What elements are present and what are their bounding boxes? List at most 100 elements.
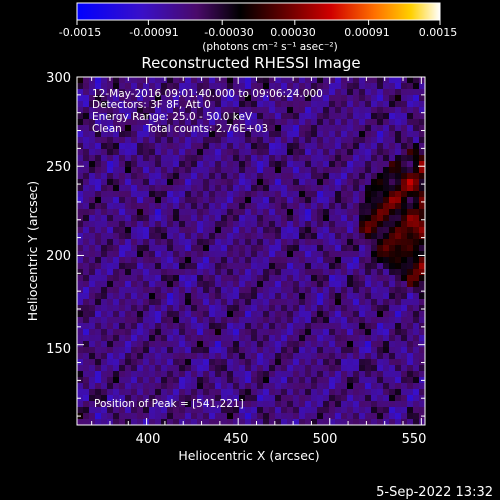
heatmap-cell: [305, 227, 312, 234]
heatmap-cell: [101, 329, 108, 336]
heatmap-cell: [197, 251, 204, 258]
heatmap-cell: [221, 317, 228, 324]
heatmap-cell: [209, 365, 216, 372]
heatmap-cell: [107, 179, 114, 186]
heatmap-cell: [137, 389, 144, 396]
heatmap-cell: [341, 149, 348, 156]
heatmap-cell: [257, 275, 264, 282]
heatmap-cell: [239, 329, 246, 336]
heatmap-cell: [263, 383, 270, 390]
heatmap-cell: [347, 353, 354, 360]
heatmap-cell: [281, 365, 288, 372]
heatmap-cell: [281, 185, 288, 192]
heatmap-cell: [89, 215, 96, 222]
heatmap-cell: [305, 95, 312, 102]
heatmap-cell: [89, 251, 96, 258]
heatmap-cell: [347, 131, 354, 138]
heatmap-cell: [407, 227, 414, 234]
heatmap-cell: [287, 383, 294, 390]
heatmap-cell: [221, 125, 228, 132]
heatmap-cell: [233, 269, 240, 276]
heatmap-cell: [359, 413, 366, 420]
heatmap-cell: [185, 203, 192, 210]
heatmap-cell: [251, 401, 258, 408]
heatmap-cell: [269, 209, 276, 216]
heatmap-cell: [143, 275, 150, 282]
heatmap-cell: [203, 269, 210, 276]
heatmap-cell: [149, 221, 156, 228]
heatmap-cell: [371, 317, 378, 324]
heatmap-cell: [215, 125, 222, 132]
heatmap-cell: [413, 77, 420, 84]
heatmap-cell: [395, 251, 402, 258]
heatmap-cell: [239, 185, 246, 192]
heatmap-cell: [149, 395, 156, 402]
heatmap-cell: [137, 311, 144, 318]
heatmap-cell: [149, 305, 156, 312]
heatmap-cell: [335, 167, 342, 174]
heatmap-cell: [101, 89, 108, 96]
heatmap-cell: [173, 257, 180, 264]
heatmap-cell: [341, 137, 348, 144]
heatmap-cell: [305, 131, 312, 138]
heatmap-cell: [173, 311, 180, 318]
heatmap-cell: [329, 197, 336, 204]
heatmap-cell: [227, 221, 234, 228]
heatmap-cell: [335, 227, 342, 234]
heatmap-cell: [413, 197, 420, 204]
heatmap-cell: [329, 239, 336, 246]
heatmap-cell: [293, 209, 300, 216]
heatmap-cell: [293, 197, 300, 204]
heatmap-cell: [401, 401, 408, 408]
heatmap-cell: [293, 293, 300, 300]
heatmap-cell: [245, 167, 252, 174]
heatmap-cell: [197, 293, 204, 300]
heatmap-cell: [311, 161, 318, 168]
heatmap-cell: [359, 203, 366, 210]
heatmap-cell: [305, 341, 312, 348]
heatmap-cell: [227, 95, 234, 102]
heatmap-cell: [347, 233, 354, 240]
heatmap-cell: [107, 365, 114, 372]
heatmap-cell: [383, 179, 390, 186]
heatmap-cell: [221, 227, 228, 234]
heatmap-cell: [335, 263, 342, 270]
heatmap-cell: [197, 305, 204, 312]
heatmap-cell: [173, 227, 180, 234]
heatmap-cell: [125, 227, 132, 234]
heatmap-cell: [197, 239, 204, 246]
heatmap-cell: [389, 179, 396, 186]
heatmap-cell: [131, 113, 138, 120]
heatmap-cell: [83, 341, 90, 348]
heatmap-cell: [359, 119, 366, 126]
heatmap-cell: [323, 77, 330, 84]
heatmap-cell: [149, 173, 156, 180]
heatmap-cell: [317, 257, 324, 264]
heatmap-cell: [335, 149, 342, 156]
heatmap-cell: [143, 413, 150, 420]
heatmap-cell: [155, 239, 162, 246]
heatmap-cell: [353, 221, 360, 228]
heatmap-cell: [287, 83, 294, 90]
heatmap-cell: [341, 269, 348, 276]
heatmap-cell: [365, 395, 372, 402]
heatmap-cell: [107, 287, 114, 294]
heatmap-cell: [413, 227, 420, 234]
heatmap-cell: [407, 323, 414, 330]
heatmap-cell: [269, 419, 276, 425]
colorbar-ticks: [76, 20, 441, 25]
heatmap-cell: [137, 359, 144, 366]
heatmap-cell: [107, 131, 114, 138]
heatmap-cell: [233, 311, 240, 318]
heatmap-cell: [101, 125, 108, 132]
heatmap-cell: [155, 263, 162, 270]
heatmap-cell: [275, 377, 282, 384]
heatmap-cell: [233, 419, 240, 425]
heatmap-cell: [311, 119, 318, 126]
heatmap-cell: [317, 365, 324, 372]
heatmap-cell: [347, 419, 354, 425]
heatmap-cell: [233, 263, 240, 270]
heatmap-cell: [77, 197, 84, 204]
heatmap-cell: [323, 107, 330, 114]
heatmap-cell: [203, 335, 210, 342]
